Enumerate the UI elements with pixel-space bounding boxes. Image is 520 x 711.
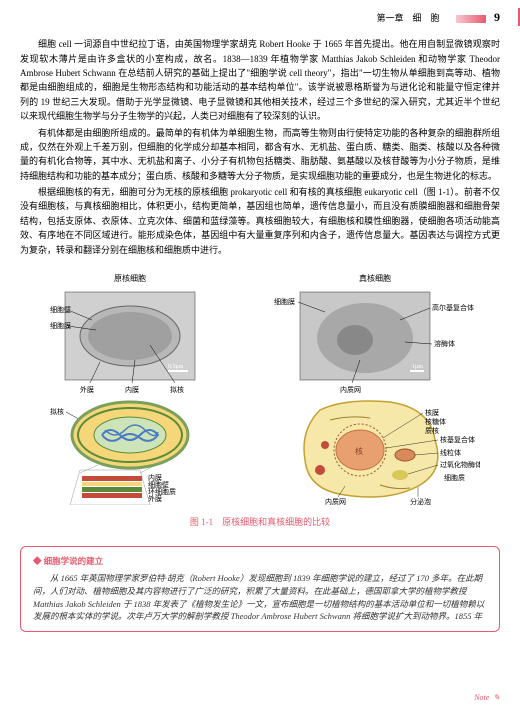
- prokaryote-label: 原核细胞: [40, 273, 220, 286]
- eukaryote-figure: 真核细胞 细胞膜 高尔基复合体 溶酶体 内质网 1μm 核: [270, 273, 480, 509]
- paragraph-2: 有机体都是由细胞所组成的。最简单的有机体为单细胞生物，而高等生物则由行使特定功能…: [20, 126, 500, 184]
- svg-text:0.5μm: 0.5μm: [168, 364, 184, 370]
- svg-text:细胞膜: 细胞膜: [50, 321, 71, 330]
- svg-text:1μm: 1μm: [412, 364, 423, 370]
- prokaryote-figure: 原核细胞 细胞壁 细胞膜 外膜 内膜 拟核 0.5μm 拟核: [40, 273, 220, 509]
- svg-text:核糖体: 核糖体: [425, 417, 446, 426]
- svg-text:外膜: 外膜: [148, 494, 162, 503]
- paragraph-1: 细胞 cell 一词源自中世纪拉丁语，由英国物理学家胡克 Robert Hook…: [20, 37, 500, 123]
- svg-text:核膜: 核膜: [425, 408, 439, 417]
- svg-text:细胞膜: 细胞膜: [274, 297, 295, 306]
- svg-text:过氧化物酶体: 过氧化物酶体: [440, 460, 480, 469]
- svg-text:细胞壁: 细胞壁: [50, 305, 71, 314]
- paragraph-3: 根据细胞核的有无，细胞可分为无核的原核细胞 prokaryotic cell 和…: [20, 185, 500, 257]
- info-title: ◆ 细胞学说的建立: [33, 555, 487, 569]
- svg-text:细胞质: 细胞质: [444, 473, 465, 482]
- info-box: ◆ 细胞学说的建立 从 1665 年英国物理学家罗伯特·胡克（Robert Ho…: [20, 546, 500, 633]
- page-header: 第一章 细 胞 9: [0, 0, 520, 31]
- svg-text:外膜: 外膜: [80, 385, 94, 394]
- svg-text:内质网: 内质网: [325, 497, 346, 505]
- svg-text:拟核: 拟核: [50, 407, 64, 416]
- svg-text:内质网: 内质网: [340, 385, 361, 394]
- svg-text:高尔基复合体: 高尔基复合体: [432, 303, 474, 312]
- main-text: 细胞 cell 一词源自中世纪拉丁语，由英国物理学家胡克 Robert Hook…: [0, 31, 520, 265]
- figure-1-1: 原核细胞 细胞壁 细胞膜 外膜 内膜 拟核 0.5μm 拟核: [0, 265, 520, 538]
- page-number: 9: [494, 10, 500, 24]
- svg-text:核基复合体: 核基复合体: [440, 435, 475, 444]
- svg-text:线粒体: 线粒体: [440, 448, 461, 457]
- svg-text:内膜: 内膜: [125, 385, 139, 394]
- eukaryote-label: 真核细胞: [270, 273, 480, 286]
- chapter-label: 第一章 细 胞: [376, 13, 439, 23]
- figure-caption: 图 1-1 原核细胞和真核细胞的比较: [20, 515, 500, 529]
- svg-text:拟核: 拟核: [170, 385, 184, 394]
- note-label: Note: [474, 692, 500, 705]
- svg-text:溶酶体: 溶酶体: [434, 339, 455, 348]
- header-accent: [456, 15, 486, 23]
- svg-text:核: 核: [355, 446, 363, 456]
- svg-text:质核: 质核: [425, 426, 439, 435]
- info-text: 从 1665 年英国物理学家罗伯特·胡克（Robert Hooke）发现细胞到 …: [33, 572, 487, 623]
- eukaryote-svg: 细胞膜 高尔基复合体 溶酶体 内质网 1μm 核: [270, 290, 480, 505]
- svg-text:分泌泡: 分泌泡: [410, 497, 431, 505]
- prokaryote-svg: 细胞壁 细胞膜 外膜 内膜 拟核 0.5μm 拟核: [40, 290, 220, 505]
